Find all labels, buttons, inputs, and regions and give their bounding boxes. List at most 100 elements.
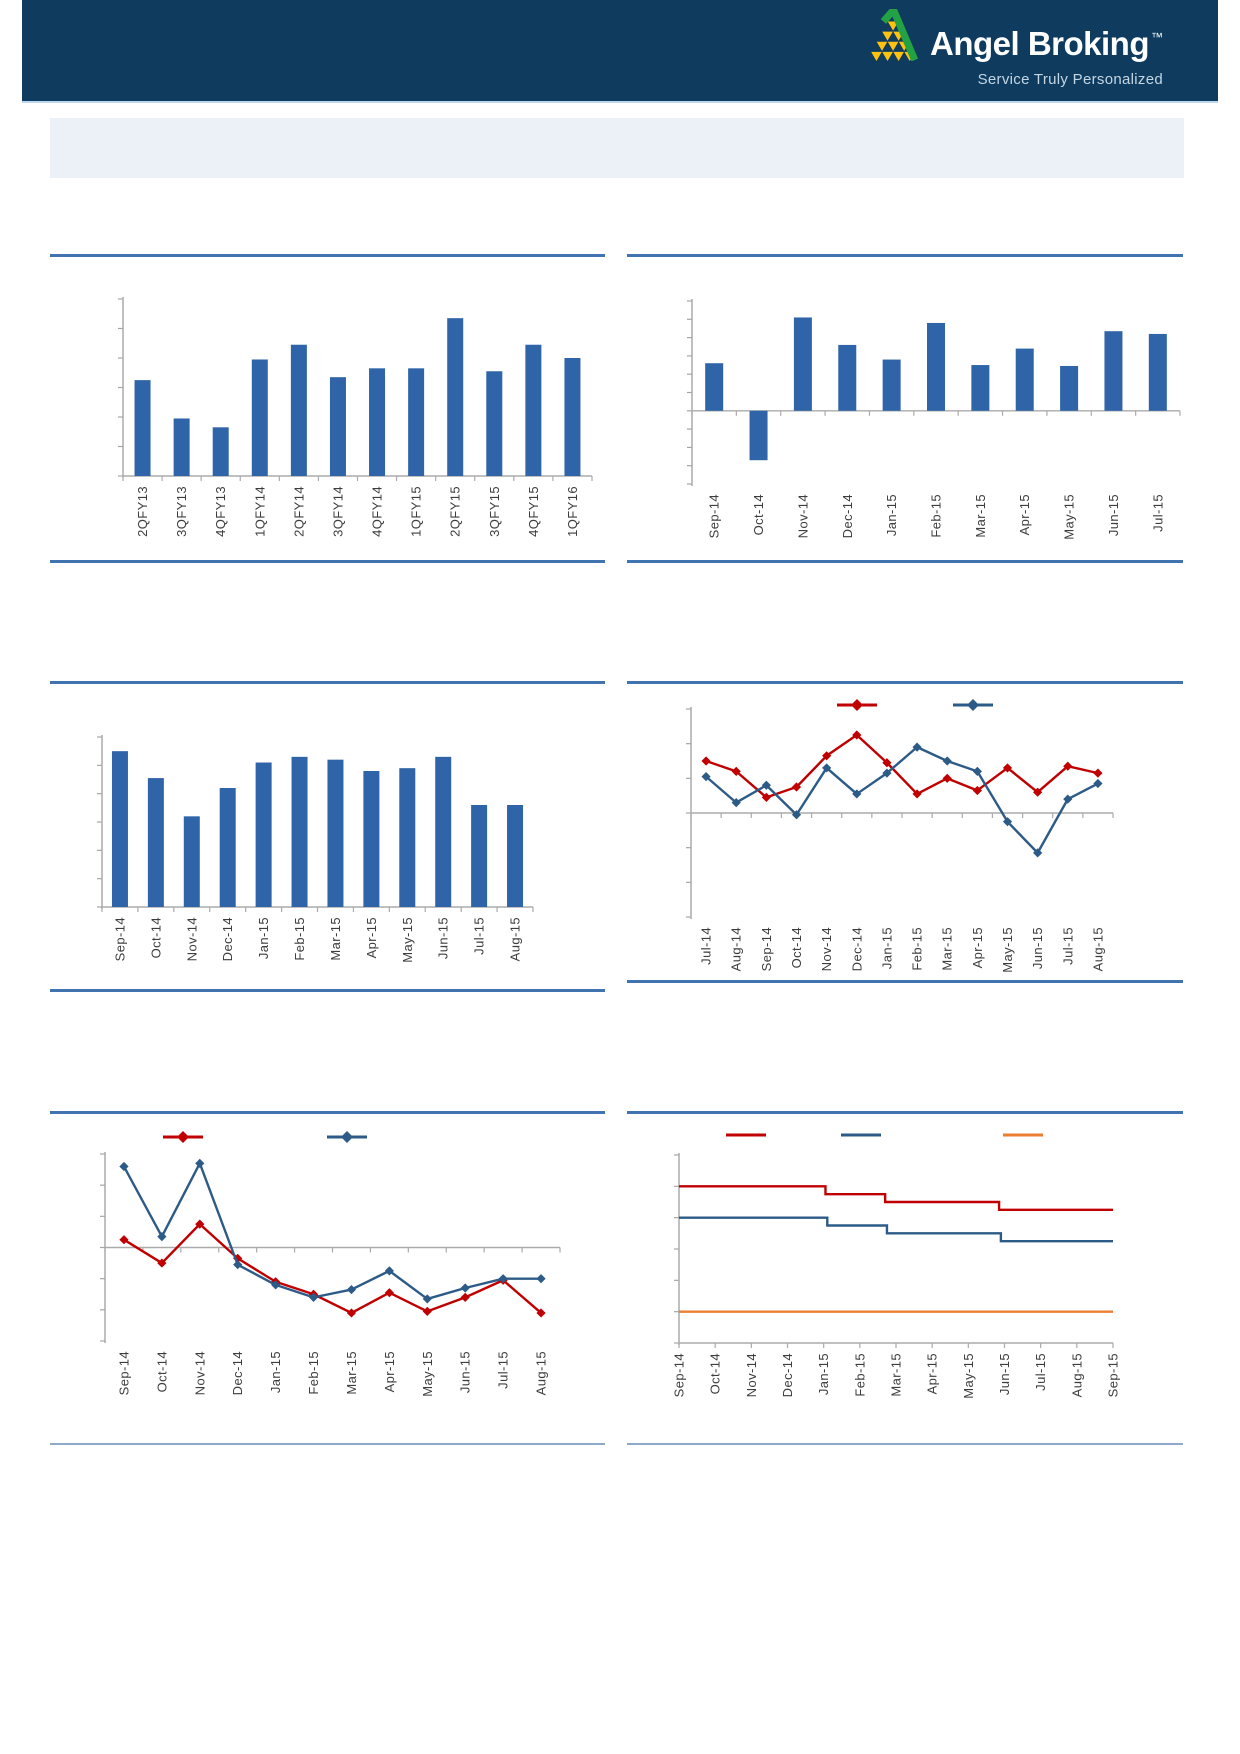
bar <box>291 756 308 907</box>
x-axis-label: 3QFY13 <box>174 486 189 537</box>
x-axis-label: Jul-15 <box>1033 1353 1048 1391</box>
data-point-marker <box>1063 794 1073 804</box>
data-point-marker <box>119 1161 129 1172</box>
data-point-marker <box>701 756 711 766</box>
x-axis-label: Feb-15 <box>292 917 307 961</box>
x-axis-label: Nov-14 <box>819 927 834 971</box>
data-point-marker <box>972 785 982 796</box>
bar <box>793 317 812 411</box>
bar <box>1148 333 1167 411</box>
monthly-growth-bar-chart: Sep-14 Oct-14 Nov-14 Dec-14 Jan-15 Feb-15 Mar-… <box>687 299 1181 540</box>
two-series-trend-line-chart: Jul-14 Aug-14 Sep-14 Oct-14 Nov-14 Dec-14 Jan-… <box>686 699 1114 973</box>
x-axis-label: May-15 <box>1062 494 1077 540</box>
x-axis-label: Mar-15 <box>940 927 955 971</box>
data-point-marker <box>536 1308 546 1318</box>
bar <box>882 359 901 411</box>
x-axis-label: Nov-14 <box>744 1353 759 1397</box>
chart-title-rule <box>50 1111 605 1114</box>
bar <box>507 805 524 907</box>
summary-panel <box>50 118 1184 178</box>
legend-diamond-marker <box>967 699 979 711</box>
angel-broking-logo-icon <box>871 9 919 61</box>
x-axis-label: Feb-15 <box>852 1353 867 1397</box>
x-axis-label: Jan-15 <box>884 494 899 536</box>
growth-comparison-line-chart: Sep-14 Oct-14 Nov-14 Dec-14 Jan-15 Feb-15 Mar-… <box>100 1131 561 1397</box>
x-axis-label: Feb-15 <box>910 927 925 971</box>
bar <box>564 358 581 476</box>
bar <box>290 344 307 476</box>
chart-source-rule <box>50 989 605 992</box>
x-axis-label: 3QFY14 <box>330 486 345 537</box>
x-axis-label: Sep-14 <box>112 917 127 961</box>
x-axis-label: Oct-14 <box>148 917 163 958</box>
data-point-marker <box>157 1231 167 1242</box>
bar <box>1060 365 1079 411</box>
series-line <box>123 1222 542 1315</box>
x-axis-label: Nov-14 <box>184 917 199 961</box>
data-point-marker <box>460 1283 470 1293</box>
bar <box>471 805 488 907</box>
x-axis-label: Jul-15 <box>496 1351 511 1389</box>
data-point-marker <box>791 810 802 820</box>
bar <box>447 318 464 476</box>
bar <box>435 756 452 907</box>
x-axis-label: Jul-15 <box>1060 927 1075 965</box>
x-axis-label: Mar-15 <box>973 494 988 538</box>
bar <box>369 368 386 476</box>
x-axis-label: Apr-15 <box>1017 494 1032 535</box>
bar <box>212 427 229 476</box>
x-axis-label: Jan-15 <box>256 917 271 959</box>
monthly-volume-bar-chart: Sep-14 Oct-14 Nov-14 Dec-14 Jan-15 Feb-15 Mar-… <box>97 735 534 963</box>
x-axis-label: Nov-14 <box>795 494 810 538</box>
x-axis-label: May-15 <box>1000 927 1015 973</box>
legend-diamond-marker <box>851 699 863 711</box>
series-line <box>122 1162 542 1301</box>
bar <box>971 365 990 411</box>
series-step-line <box>679 1185 1113 1212</box>
bar <box>1015 348 1034 411</box>
x-axis-label: 4QFY14 <box>370 486 385 537</box>
x-axis-label: May-15 <box>961 1353 976 1399</box>
x-axis-label: Sep-14 <box>116 1351 131 1395</box>
chart-title-rule <box>627 1111 1183 1114</box>
x-axis-label: Mar-15 <box>889 1353 904 1397</box>
brand-tagline: Service Truly Personalized <box>977 71 1163 88</box>
bar <box>399 768 416 907</box>
x-axis-label: Jul-15 <box>1150 494 1165 532</box>
bar <box>927 322 945 411</box>
chart-title-rule <box>50 681 605 684</box>
data-point-marker <box>882 768 892 778</box>
bar <box>327 759 344 907</box>
bar <box>255 762 272 907</box>
brand-text: Angel Broking ™ Service Truly Personalize… <box>930 19 1163 89</box>
x-axis-label: Oct-14 <box>154 1351 169 1392</box>
data-point-marker <box>852 730 862 740</box>
chart-source-rule <box>50 1443 605 1445</box>
x-axis-label: Apr-15 <box>364 917 379 958</box>
x-axis-label: 2QFY14 <box>291 486 306 537</box>
chart-source-rule <box>627 560 1183 563</box>
x-axis-label: Mar-15 <box>344 1351 359 1395</box>
x-axis-label: Jun-15 <box>436 917 451 959</box>
bar <box>329 377 346 476</box>
data-point-marker <box>1033 787 1043 797</box>
bar <box>363 771 380 907</box>
data-point-marker <box>384 1288 394 1298</box>
x-axis-label: Aug-15 <box>1090 927 1105 971</box>
x-axis-label: Jun-15 <box>997 1353 1012 1395</box>
data-point-marker <box>346 1308 357 1318</box>
x-axis-label: Mar-15 <box>328 917 343 961</box>
x-axis-label: Oct-14 <box>708 1353 723 1394</box>
bar <box>749 410 768 461</box>
bar <box>173 418 190 476</box>
x-axis-label: Apr-15 <box>382 1351 397 1392</box>
x-axis-label: May-15 <box>420 1351 435 1397</box>
data-point-marker <box>346 1284 357 1295</box>
x-axis-label: Apr-15 <box>925 1353 940 1394</box>
x-axis-label: 1QFY16 <box>565 486 580 537</box>
data-point-marker <box>195 1158 205 1168</box>
x-axis-label: Nov-14 <box>192 1351 207 1395</box>
data-point-marker <box>1063 761 1073 771</box>
x-axis-label: Feb-15 <box>929 494 944 538</box>
logo-green-stroke <box>880 9 919 61</box>
